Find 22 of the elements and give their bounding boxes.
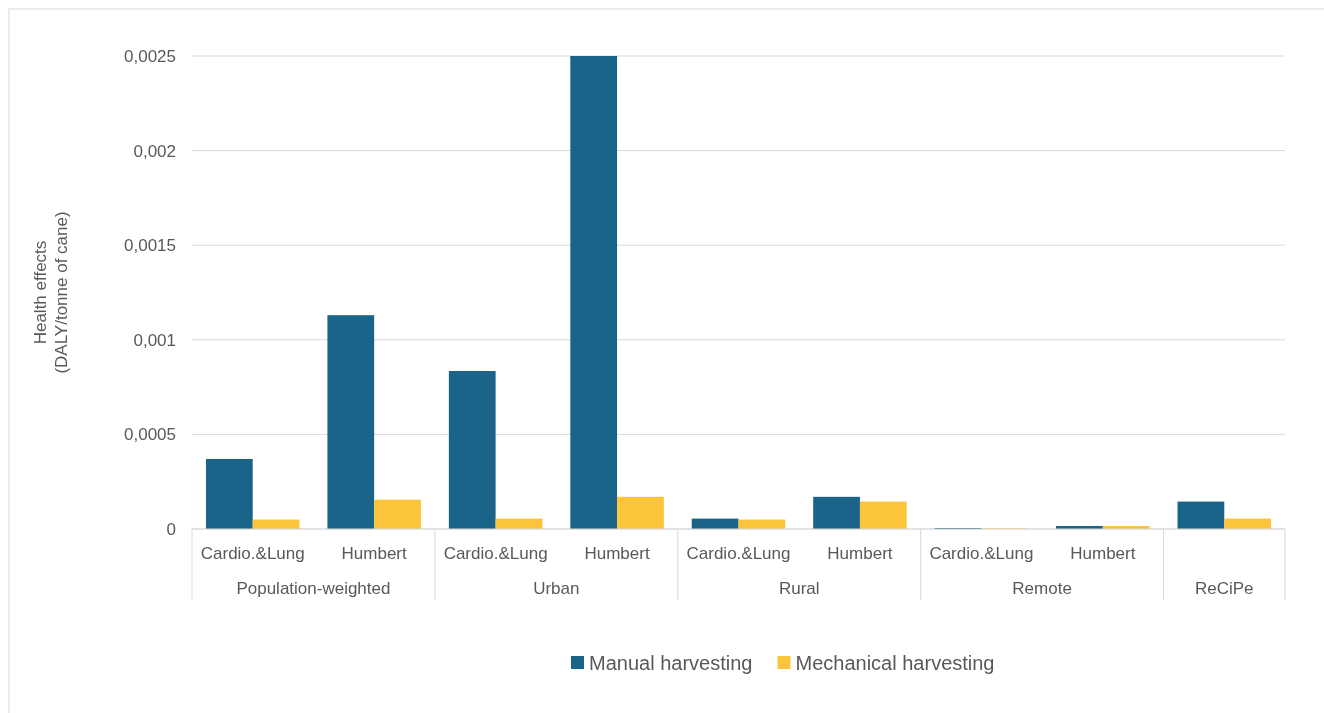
x-tick-label: Cardio.&Lung	[443, 544, 548, 563]
text: Rural	[778, 579, 820, 598]
text: Remote	[1012, 579, 1072, 598]
y-tick-label: 0	[166, 519, 176, 539]
x-tick-label: Humbert	[827, 544, 893, 563]
text: Urban	[533, 579, 580, 598]
text: Population-weighted	[236, 579, 391, 598]
legend-label: Mechanical harvesting	[795, 652, 995, 674]
y-axis-title: Health effects (DALY/tonne of cane)	[31, 211, 71, 374]
text: ReCiPe	[1194, 579, 1254, 598]
legend-label: Manual harvesting	[589, 652, 753, 674]
y-tick-label: 0,002	[133, 141, 176, 161]
x-tick-label: Cardio.&Lung	[686, 544, 791, 563]
x-tick-label: Cardio.&Lung	[929, 544, 1034, 563]
x-tick-label: Cardio.&Lung	[200, 544, 305, 563]
y-tick-label: 0,0005	[124, 425, 176, 445]
y-tick-label: 0,0015	[124, 236, 176, 256]
x-tick-label: Humbert	[1070, 544, 1136, 563]
x-tick-label: Humbert	[341, 544, 408, 563]
y-tick-label: 0,0025	[124, 46, 176, 66]
x-tick-label: Humbert	[584, 544, 650, 563]
y-tick-label: 0,001	[133, 330, 176, 350]
